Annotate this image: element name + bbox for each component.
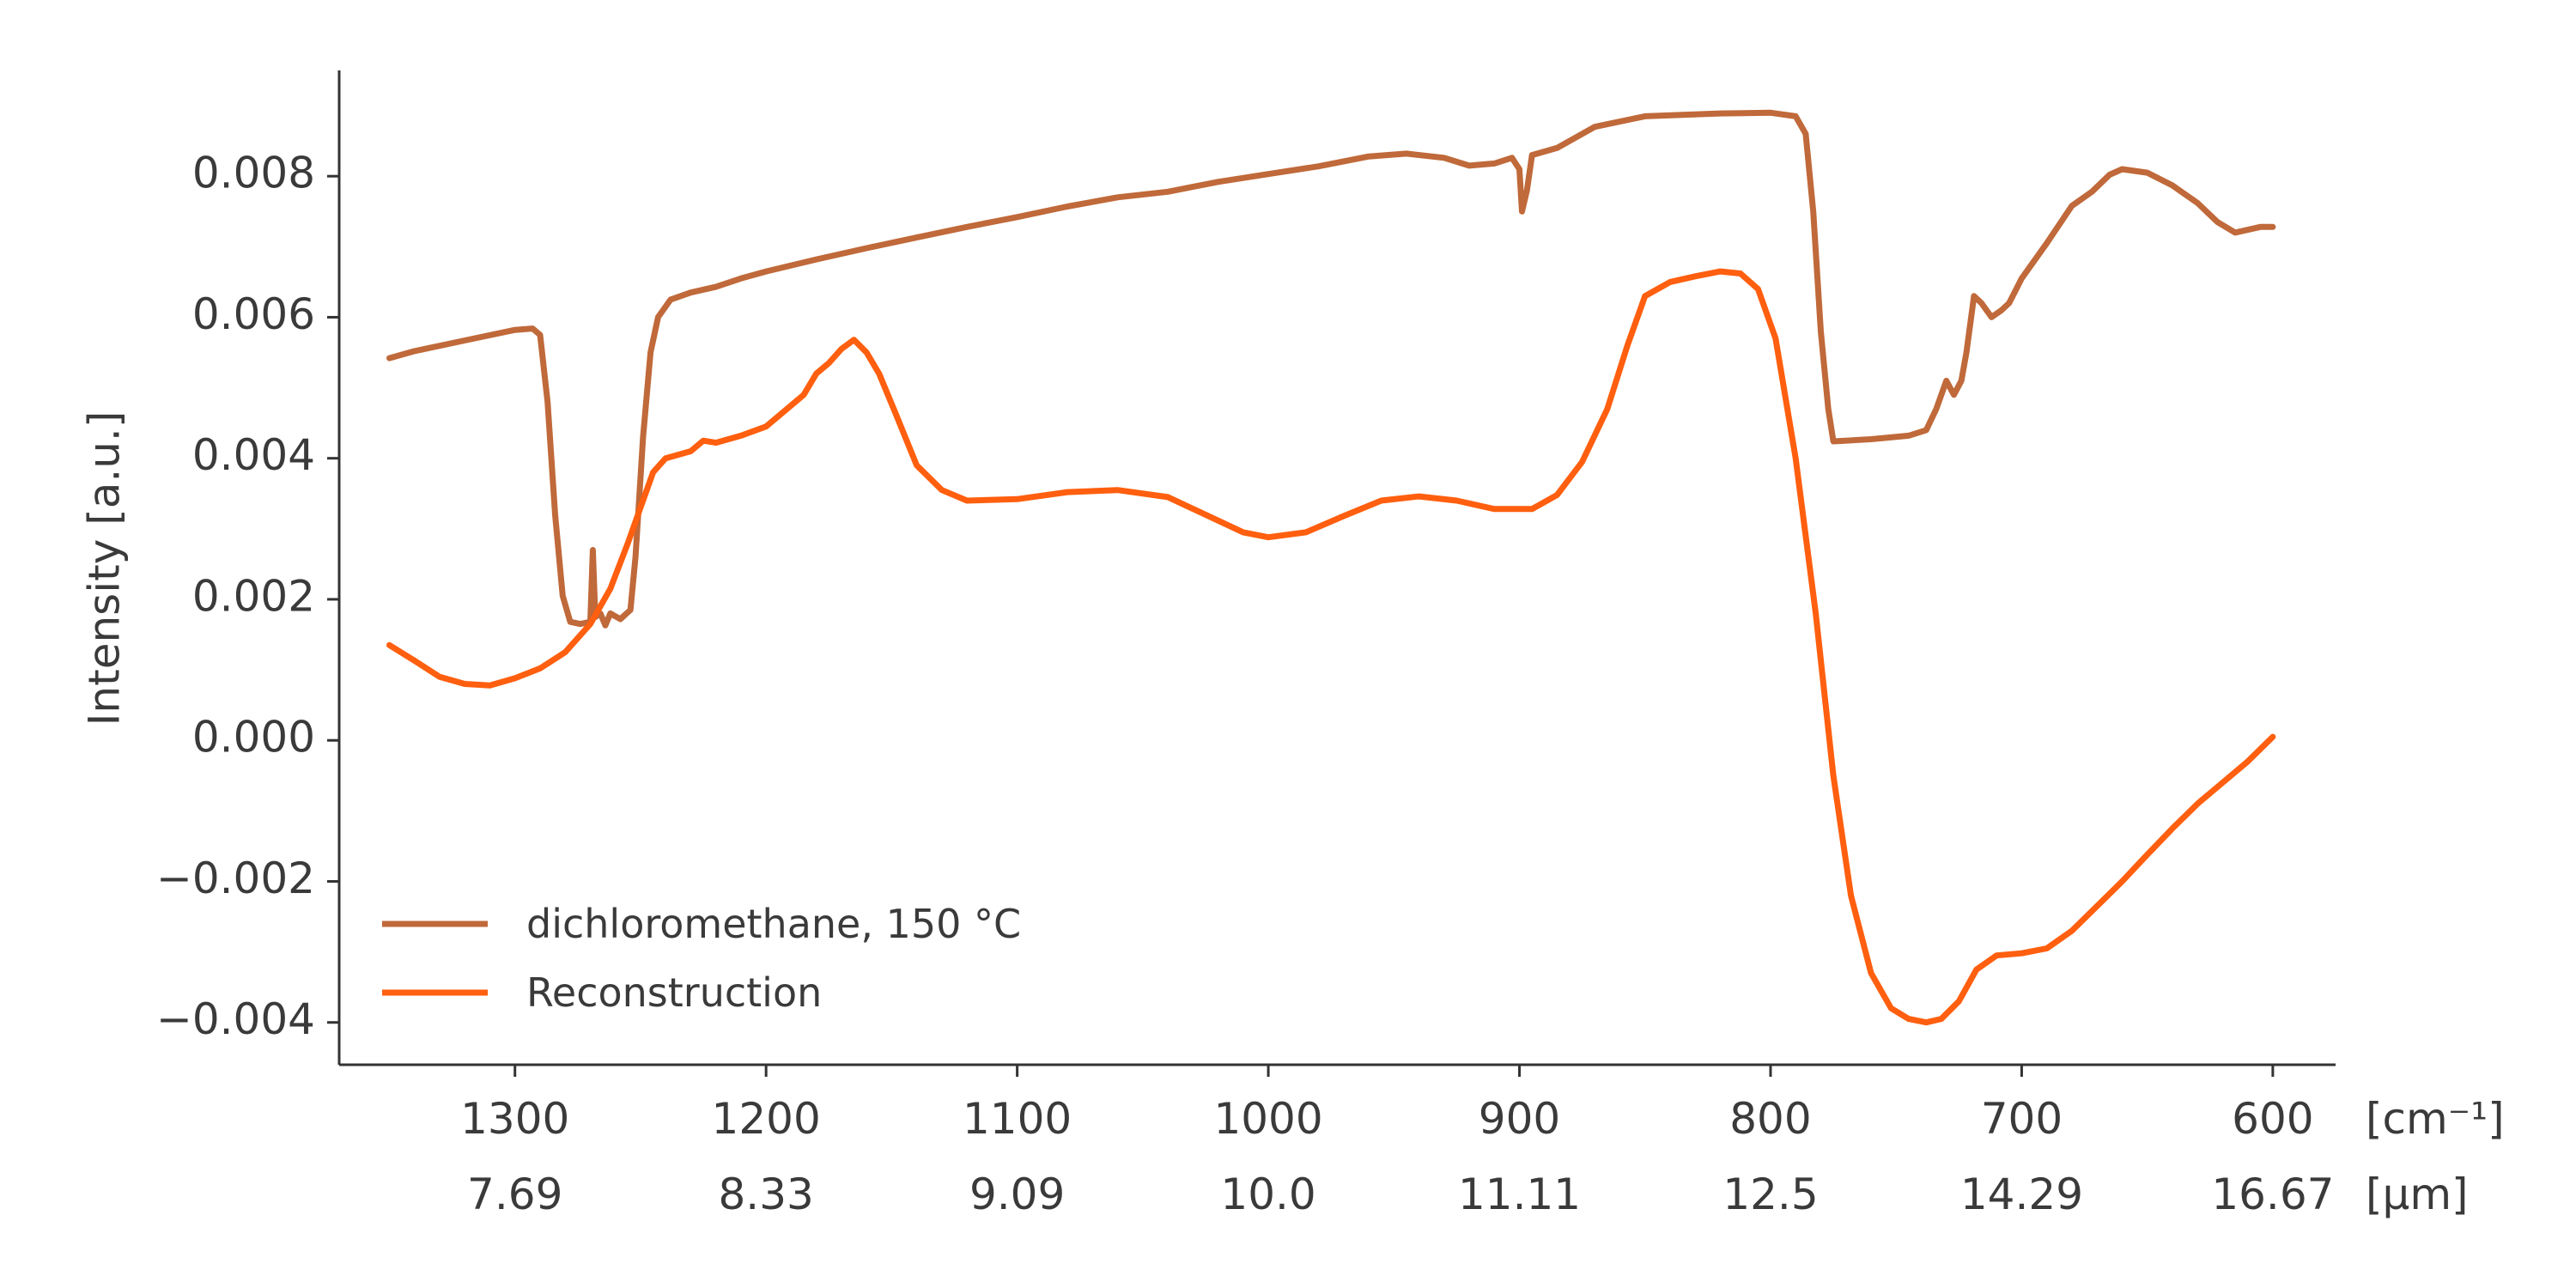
y-tick-label: 0.002 xyxy=(192,571,315,621)
x-tick-label-secondary: 12.5 xyxy=(1722,1170,1818,1219)
x-tick-label: 700 xyxy=(1981,1094,2063,1144)
x-unit-primary-label: [cm⁻¹] xyxy=(2366,1094,2505,1144)
legend-label-series-2: Reconstruction xyxy=(526,969,822,1016)
x-tick-label-secondary: 14.29 xyxy=(1960,1170,2083,1219)
x-tick-label-secondary: 11.11 xyxy=(1458,1170,1581,1219)
y-tick-label: −0.002 xyxy=(156,854,315,903)
x-tick-label: 1000 xyxy=(1213,1094,1322,1144)
x-tick-label: 600 xyxy=(2232,1094,2313,1144)
legend: dichloromethane, 150 °C Reconstruction xyxy=(382,901,1021,1016)
x-tick-label-secondary: 10.0 xyxy=(1220,1170,1315,1219)
x-tick-label: 1300 xyxy=(460,1094,569,1144)
y-tick-label: 0.006 xyxy=(192,289,315,339)
axes xyxy=(337,70,2336,1066)
x-tick-label-secondary: 8.33 xyxy=(719,1170,814,1219)
x-tick-label-secondary: 7.69 xyxy=(467,1170,562,1219)
series-line-1 xyxy=(386,109,2276,629)
y-tick-label: −0.004 xyxy=(156,994,315,1044)
y-axis-label: Intensity [a.u.] xyxy=(80,411,130,726)
plot-area xyxy=(386,109,2276,1026)
x-tick-label-secondary: 9.09 xyxy=(969,1170,1065,1219)
y-tick-label: 0.004 xyxy=(192,430,315,480)
series-line-2 xyxy=(386,268,2276,1026)
y-tick-label: 0.008 xyxy=(192,149,315,198)
x-tick-label: 900 xyxy=(1479,1094,1560,1144)
x-tick-label: 1100 xyxy=(963,1094,1072,1144)
x-unit-secondary-label: [μm] xyxy=(2366,1170,2469,1219)
ticks: 0.008 0.006 0.004 0.002 0.000 −0.002 −0.004 130… xyxy=(156,149,2335,1219)
y-tick-label: 0.000 xyxy=(192,713,315,762)
x-tick-label: 1200 xyxy=(712,1094,821,1144)
legend-label-series-1: dichloromethane, 150 °C xyxy=(526,901,1021,947)
x-tick-label: 800 xyxy=(1729,1094,1811,1144)
x-tick-label-secondary: 16.67 xyxy=(2211,1170,2334,1219)
